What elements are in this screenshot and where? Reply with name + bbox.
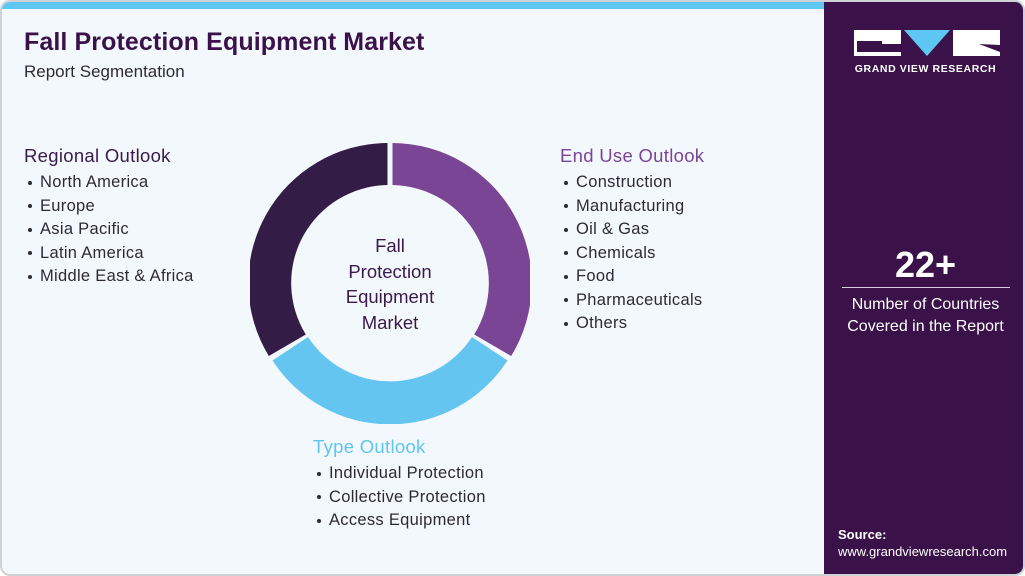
list-item-label: Access Equipment [329, 511, 471, 529]
regional-outlook-block: Regional Outlook North America Europe As… [24, 145, 194, 289]
list-item: Latin America [24, 242, 194, 266]
list-item: Chemicals [560, 242, 704, 266]
side-panel [824, 2, 1023, 574]
countries-stat-caption: Number of Countries Covered in the Repor… [824, 294, 1023, 338]
countries-stat-value: 22+ [894, 244, 957, 285]
donut-slice-regional [250, 143, 388, 356]
list-item-label: Europe [40, 196, 96, 215]
list-item: Manufacturing [560, 195, 704, 219]
donut-center-line: Equipment [345, 286, 435, 307]
type-outlook-list: Individual Protection Collective Protect… [313, 462, 486, 533]
donut-center-line: Protection [348, 260, 432, 282]
bullet-icon [28, 251, 32, 256]
list-item-label: North America [40, 173, 149, 191]
type-outlook-heading: Type Outlook [313, 436, 426, 457]
bullet-icon [28, 204, 32, 209]
end-use-outlook-block: End Use Outlook Construction Manufacturi… [560, 145, 704, 336]
bullet-icon [564, 298, 568, 303]
regional-outlook-list: North America Europe Asia Pacific Latin … [24, 171, 194, 289]
donut-slice-end-use [392, 143, 530, 356]
list-item: Collective Protection [313, 486, 486, 510]
list-item: Middle East & Africa [24, 265, 194, 289]
top-accent-bar [2, 2, 824, 9]
bullet-icon [317, 471, 321, 476]
page-subtitle: Report Segmentation [24, 62, 185, 81]
list-item: Oil & Gas [560, 218, 704, 242]
source-label: Source: [838, 527, 887, 542]
list-item: Others [560, 312, 704, 336]
stat-caption-line: Number of Countries [851, 296, 1000, 313]
bullet-icon [564, 180, 568, 185]
list-item-label: Others [576, 314, 628, 332]
list-item: Individual Protection [313, 462, 486, 486]
list-item-label: Middle East & Africa [40, 267, 194, 285]
page-title: Fall Protection Equipment Market [24, 28, 425, 56]
bullet-icon [317, 518, 321, 523]
grand-view-research-logo-icon [854, 30, 1000, 56]
list-item: Construction [560, 171, 704, 195]
list-item: Europe [24, 195, 194, 219]
list-item: Access Equipment [313, 509, 486, 533]
type-outlook-block: Type Outlook Individual Protection Colle… [313, 436, 486, 533]
stat-divider [842, 287, 1010, 288]
list-item-label: Individual Protection [329, 464, 484, 482]
list-item: North America [24, 171, 194, 195]
bullet-icon [28, 274, 32, 279]
segmentation-donut-chart [250, 143, 530, 424]
list-item-label: Construction [576, 173, 673, 191]
list-item-label: Collective Protection [329, 487, 486, 506]
list-item-label: Chemicals [576, 243, 656, 262]
donut-center-line: Market [361, 311, 419, 333]
list-item-label: Food [576, 267, 615, 285]
bullet-icon [564, 204, 568, 209]
bullet-icon [564, 274, 568, 279]
list-item-label: Oil & Gas [576, 220, 650, 238]
logo-text: GRAND VIEW RESEARCH [854, 63, 997, 75]
list-item-label: Asia Pacific [40, 220, 129, 238]
list-item-label: Pharmaceuticals [576, 290, 703, 309]
regional-outlook-heading: Regional Outlook [24, 145, 171, 166]
bullet-icon [28, 180, 32, 185]
source-url-link[interactable]: www.grandviewresearch.com [838, 544, 1008, 559]
bullet-icon [564, 321, 568, 326]
bullet-icon [28, 227, 32, 232]
stat-caption-line: Covered in the Report [847, 318, 1004, 335]
bullet-icon [317, 495, 321, 500]
donut-center-line: Fall [375, 235, 405, 256]
list-item: Food [560, 265, 704, 289]
list-item-label: Manufacturing [576, 196, 685, 215]
end-use-outlook-heading: End Use Outlook [560, 145, 705, 166]
donut-center-label: Fall Protection Equipment Market [302, 233, 478, 335]
bullet-icon [564, 227, 568, 232]
bullet-icon [564, 251, 568, 256]
donut-slice-type [272, 337, 508, 424]
list-item-label: Latin America [40, 243, 144, 262]
end-use-outlook-list: Construction Manufacturing Oil & Gas Che… [560, 171, 704, 336]
list-item: Asia Pacific [24, 218, 194, 242]
list-item: Pharmaceuticals [560, 289, 704, 313]
